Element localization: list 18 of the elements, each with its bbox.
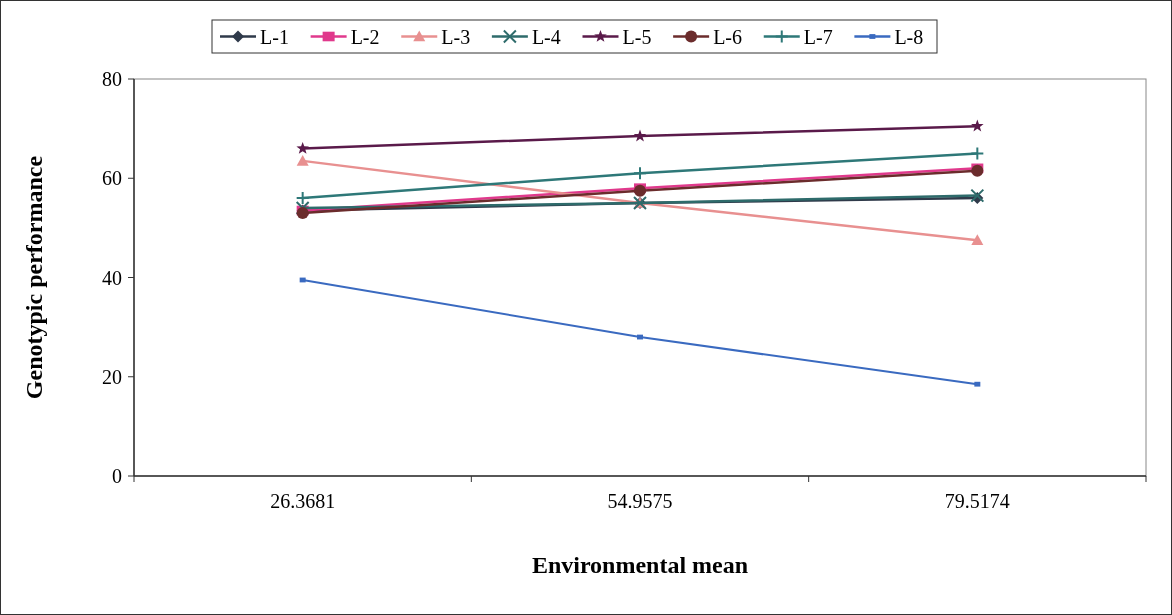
y-tick-label: 20 <box>102 365 122 388</box>
x-axis-title: Environmental mean <box>531 552 749 578</box>
legend-label: L-4 <box>531 25 561 48</box>
legend-label: L-7 <box>803 25 833 48</box>
y-tick-label: 40 <box>102 266 122 289</box>
y-tick-label: 0 <box>112 465 122 487</box>
y-axis-title: Genotypic performance <box>21 155 47 400</box>
legend-label: L-3 <box>441 25 471 48</box>
legend-label: L-5 <box>622 25 652 48</box>
x-tick-label: 26.3681 <box>270 490 336 512</box>
x-tick-label: 54.9575 <box>607 490 673 512</box>
legend-label: L-1 <box>260 25 289 48</box>
legend-label: L-8 <box>894 25 924 48</box>
y-tick-label: 60 <box>102 167 122 190</box>
legend-label: L-2 <box>350 25 380 48</box>
y-tick-label: 80 <box>102 68 122 90</box>
legend-label: L-6 <box>713 25 743 48</box>
x-tick-label: 79.5174 <box>944 490 1010 512</box>
